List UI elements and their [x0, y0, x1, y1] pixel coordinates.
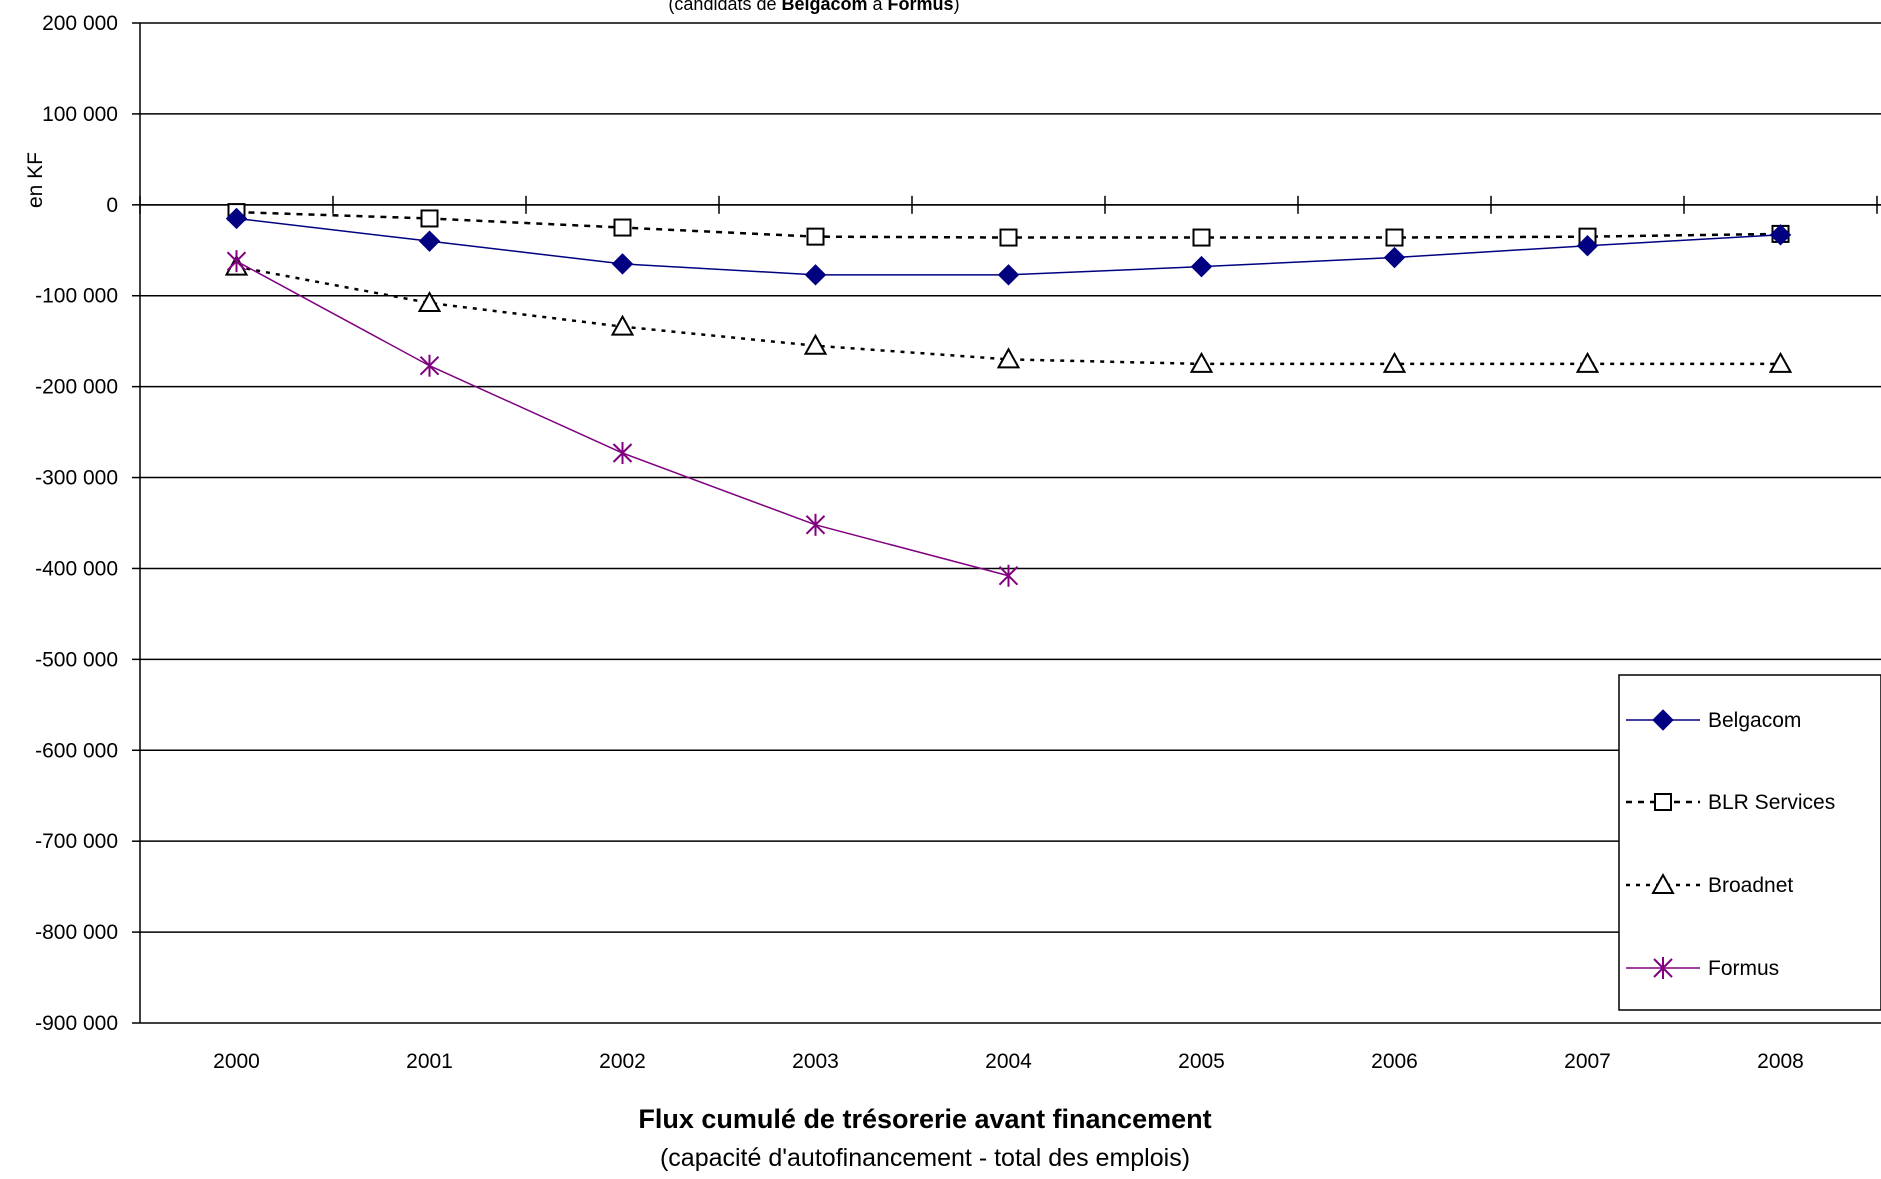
legend-label: Formus — [1708, 957, 1779, 980]
x-tick-label: 2003 — [792, 1050, 839, 1073]
legend-marker — [1655, 794, 1671, 810]
x-tick-label: 2008 — [1757, 1050, 1804, 1073]
chart-top-note: (candidats de Belgacom à Formus) — [668, 0, 959, 14]
x-tick-label: 2005 — [1178, 1050, 1225, 1073]
y-axis-title: en KF — [24, 152, 47, 208]
data-point — [1192, 354, 1212, 372]
data-point — [806, 265, 826, 285]
data-point — [1387, 230, 1403, 246]
data-point — [807, 514, 825, 536]
series-lines — [227, 204, 1791, 587]
y-tick-label: 100 000 — [42, 103, 118, 126]
x-tick-label: 2000 — [213, 1050, 260, 1073]
x-tick-labels: 2000 2001 2002 2003 2004 2005 2006 2007 2008 — [213, 1050, 1804, 1073]
x-tick-label: 2006 — [1371, 1050, 1418, 1073]
data-point — [615, 220, 631, 236]
y-tick-label: -300 000 — [35, 467, 118, 490]
series-line-formus — [237, 261, 1009, 576]
data-point — [420, 231, 440, 251]
y-tick-label: -700 000 — [35, 830, 118, 853]
x-tick-label: 2007 — [1564, 1050, 1611, 1073]
data-point — [1192, 257, 1212, 277]
data-point — [1385, 248, 1405, 268]
data-point — [614, 442, 632, 464]
legend-label: Broadnet — [1708, 874, 1793, 897]
chart-subtitle: (capacité d'autofinancement - total des … — [660, 1144, 1190, 1172]
y-tick-label: -900 000 — [35, 1012, 118, 1035]
data-point — [421, 355, 439, 377]
data-point — [422, 210, 438, 226]
legend: Belgacom BLR Services Broadnet Formus — [1619, 675, 1881, 1010]
data-point — [1194, 230, 1210, 246]
y-tick-label: -500 000 — [35, 648, 118, 671]
legend-item: BLR Services — [1626, 791, 1835, 814]
y-tick-label: -400 000 — [35, 557, 118, 580]
y-tick-label: -600 000 — [35, 739, 118, 762]
legend-label: Belgacom — [1708, 709, 1801, 732]
y-tick-label: 0 — [106, 194, 118, 217]
data-point — [1001, 230, 1017, 246]
data-point — [999, 265, 1019, 285]
x-tick-label: 2001 — [406, 1050, 453, 1073]
data-point — [228, 250, 246, 272]
chart-title: Flux cumulé de trésorerie avant financem… — [638, 1104, 1211, 1134]
y-tick-label: -100 000 — [35, 285, 118, 308]
x-tick-label: 2004 — [985, 1050, 1032, 1073]
y-tick-label: 200 000 — [42, 12, 118, 35]
y-tick-label: -200 000 — [35, 376, 118, 399]
y-tick-label: -800 000 — [35, 921, 118, 944]
data-point — [613, 254, 633, 274]
legend-label: BLR Services — [1708, 791, 1835, 814]
data-point — [808, 229, 824, 245]
x-tick-label: 2002 — [599, 1050, 646, 1073]
data-point — [1000, 565, 1018, 587]
y-tick-labels: 200 000 100 000 0 -100 000 -200 000 -300 000 -… — [35, 12, 118, 1035]
data-point — [806, 336, 826, 354]
